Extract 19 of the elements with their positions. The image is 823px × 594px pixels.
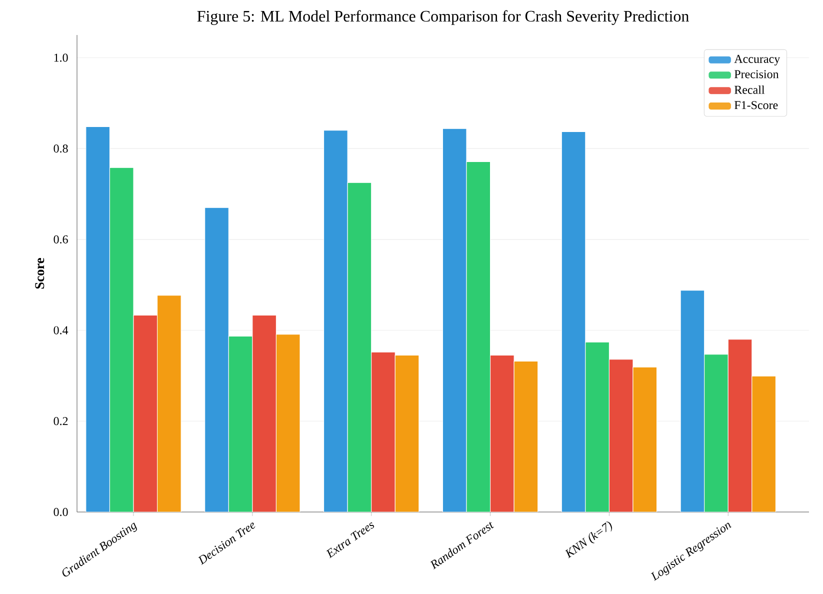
y-tick-label: 0.4 [54, 326, 68, 334]
y-axis-title: Score [35, 258, 44, 289]
legend-label: Recall [734, 85, 765, 94]
bar [133, 315, 158, 512]
legend-label: Accuracy [734, 54, 780, 66]
y-tick-label: 0.6 [54, 235, 68, 244]
bar [252, 315, 276, 512]
bar [371, 352, 396, 512]
legend-label: Precision [734, 70, 779, 78]
y-tick-label: 0.0 [54, 508, 68, 516]
y-tick-label: 1.0 [54, 54, 68, 62]
y-tick-label: 0.2 [54, 417, 68, 426]
y-tick-label: 0.8 [54, 144, 68, 153]
bar [490, 355, 514, 512]
chart-title: Figure 5: ML Model Performance Comparison for Crash Severity Prediction [197, 10, 689, 25]
x-tick-label: Extra Trees [326, 522, 374, 558]
legend-label: F1-Score [734, 101, 778, 110]
bar [608, 359, 634, 512]
bar [728, 339, 752, 512]
